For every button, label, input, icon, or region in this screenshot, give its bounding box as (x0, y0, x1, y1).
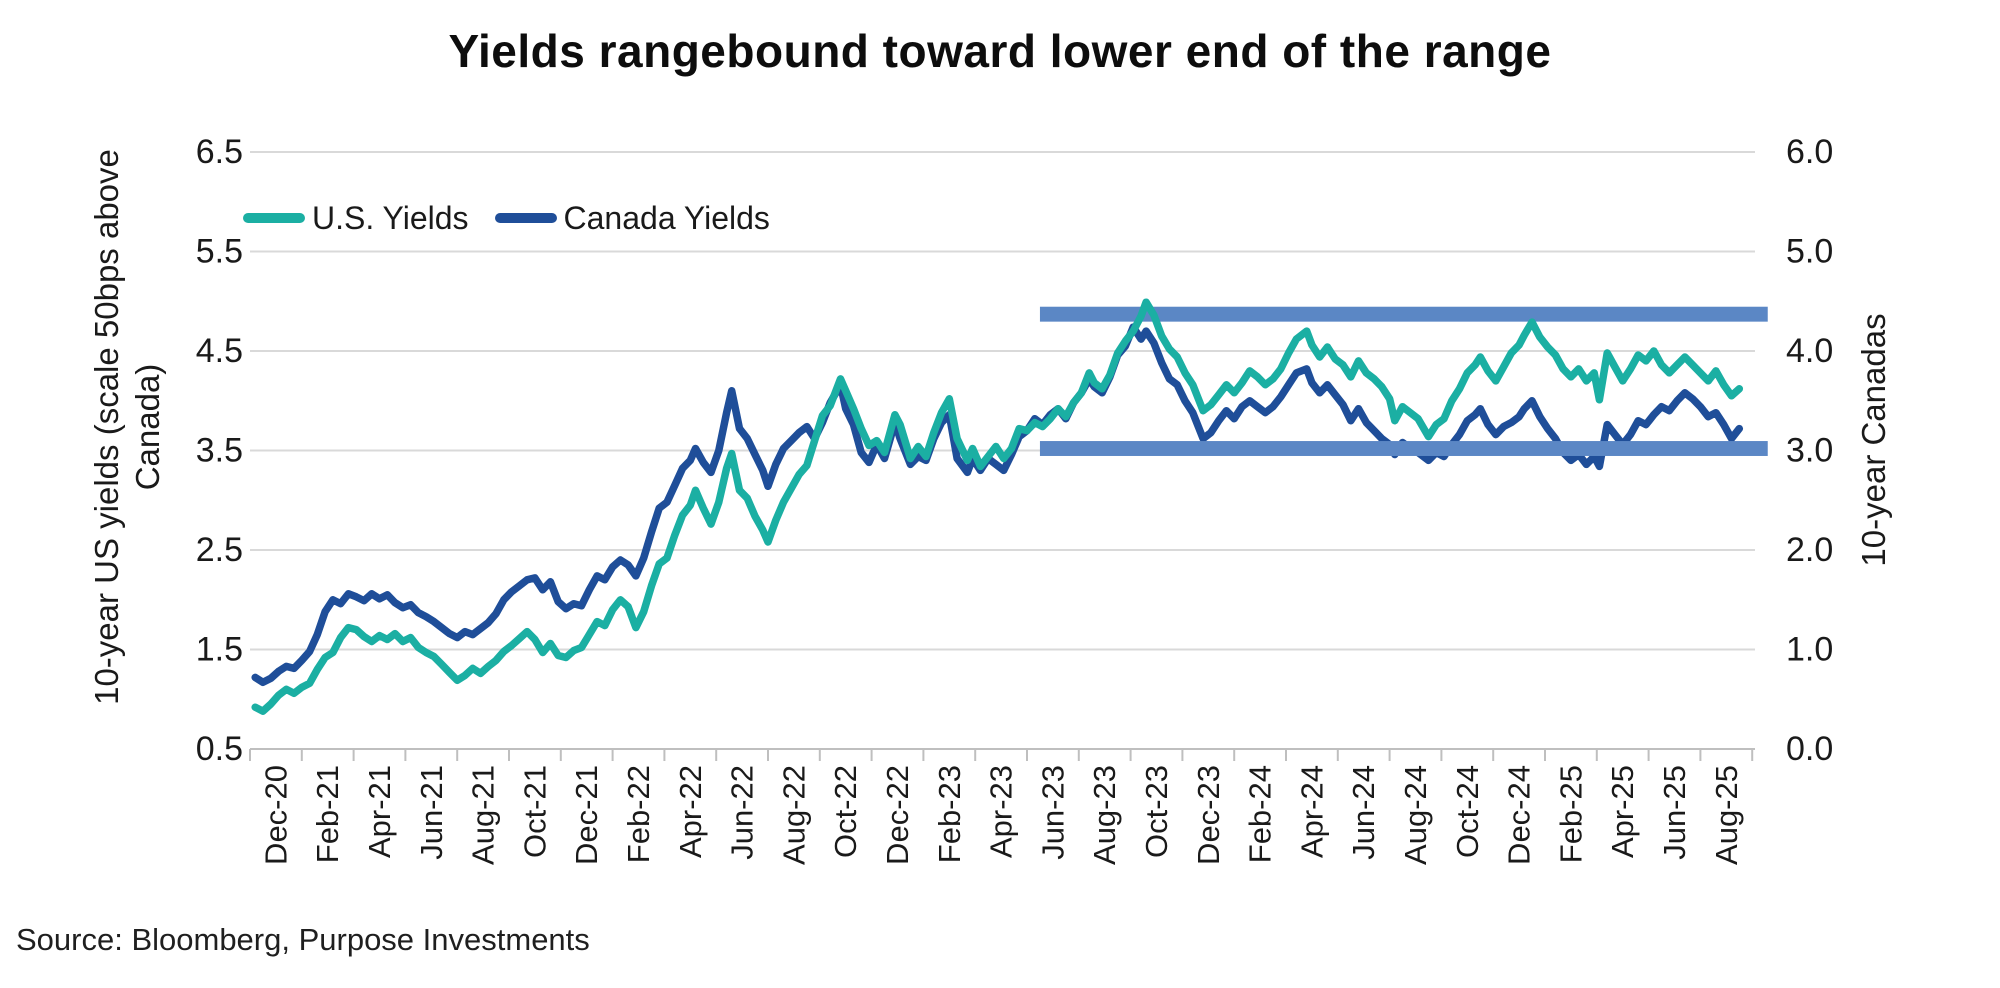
x-tick-label: Apr-23 (984, 765, 1019, 858)
right-axis-title: 10-year Canadas (1855, 313, 1892, 567)
chart-title: Yields rangebound toward lower end of th… (448, 25, 1552, 77)
x-tick-label: Oct-21 (517, 765, 552, 858)
y-right-tick-label: 4.0 (1786, 332, 1833, 370)
y-right-tick-label: 5.0 (1786, 233, 1833, 271)
x-tick-label: Apr-24 (1294, 765, 1329, 858)
y-left-tick-label: 1.5 (196, 631, 243, 669)
x-tick-label: Dec-24 (1502, 765, 1537, 865)
x-tick-label: Dec-22 (880, 765, 915, 865)
x-tick-label: Jun-24 (1346, 765, 1381, 860)
range-bottom-band (1039, 441, 1768, 456)
canada-yields-line (251, 323, 1744, 687)
x-tick-label: Aug-22 (776, 765, 811, 865)
x-tick-label: Apr-25 (1605, 765, 1640, 858)
left-axis-title: 10-year US yields (scale 50bps above Can… (86, 107, 174, 747)
x-tick-label: Aug-21 (466, 765, 501, 865)
x-tick-label: Feb-25 (1553, 765, 1588, 863)
y-left-tick-label: 0.5 (196, 730, 243, 768)
source-note: Source: Bloomberg, Purpose Investments (16, 922, 590, 957)
y-right-tick-label: 1.0 (1786, 631, 1833, 669)
us-line-swatch (243, 213, 305, 223)
x-tick-label: Jun-22 (725, 765, 760, 860)
range-top-band (1039, 306, 1768, 322)
x-tick-label: Oct-23 (1139, 765, 1174, 858)
y-left-tick-label: 2.5 (196, 531, 243, 569)
y-right-tick-label: 0.0 (1786, 730, 1833, 768)
x-tick-label: Feb-21 (310, 765, 345, 863)
us-yields-line (251, 298, 1744, 715)
legend-label-canada: Canada Yields (563, 199, 770, 236)
x-tick-label: Oct-22 (828, 765, 863, 858)
y-left-tick-label: 6.5 (196, 133, 243, 171)
canada-line-swatch (494, 213, 557, 223)
x-tick-label: Apr-22 (673, 765, 708, 858)
x-tick-label: Oct-24 (1450, 765, 1485, 858)
left-axis-title-line2: Canada) (129, 363, 166, 491)
legend-item-canada: Canada Yields (494, 199, 770, 237)
y-left-tick-label: 4.5 (196, 332, 243, 370)
x-tick-label: Dec-21 (569, 765, 604, 865)
y-right-tick-label: 3.0 (1786, 432, 1833, 470)
x-tick-label: Feb-23 (932, 765, 967, 863)
legend-label-us: U.S. Yields (312, 199, 469, 236)
x-tick-label: Aug-25 (1709, 765, 1744, 865)
y-right-tick-label: 6.0 (1786, 133, 1833, 171)
x-tick-label: Dec-20 (258, 765, 293, 865)
y-left-tick-label: 3.5 (196, 432, 243, 470)
x-tick-label: Aug-23 (1087, 765, 1122, 865)
x-tick-label: Dec-23 (1191, 765, 1226, 865)
x-tick-label: Apr-21 (362, 765, 397, 858)
x-tick-label: Jun-21 (414, 765, 449, 860)
x-tick-label: Aug-24 (1398, 765, 1433, 865)
legend: U.S. Yields Canada Yields (243, 198, 796, 238)
x-tick-label: Feb-22 (621, 765, 656, 863)
left-axis-title-line1: 10-year US yields (scale 50bps above (88, 149, 125, 705)
legend-item-us: U.S. Yields (243, 200, 469, 237)
x-tick-label: Feb-24 (1243, 765, 1278, 863)
y-right-tick-label: 2.0 (1786, 531, 1833, 569)
x-tick-label: Jun-23 (1035, 765, 1070, 860)
x-tick-label: Jun-25 (1657, 765, 1692, 860)
y-left-tick-label: 5.5 (196, 233, 243, 271)
